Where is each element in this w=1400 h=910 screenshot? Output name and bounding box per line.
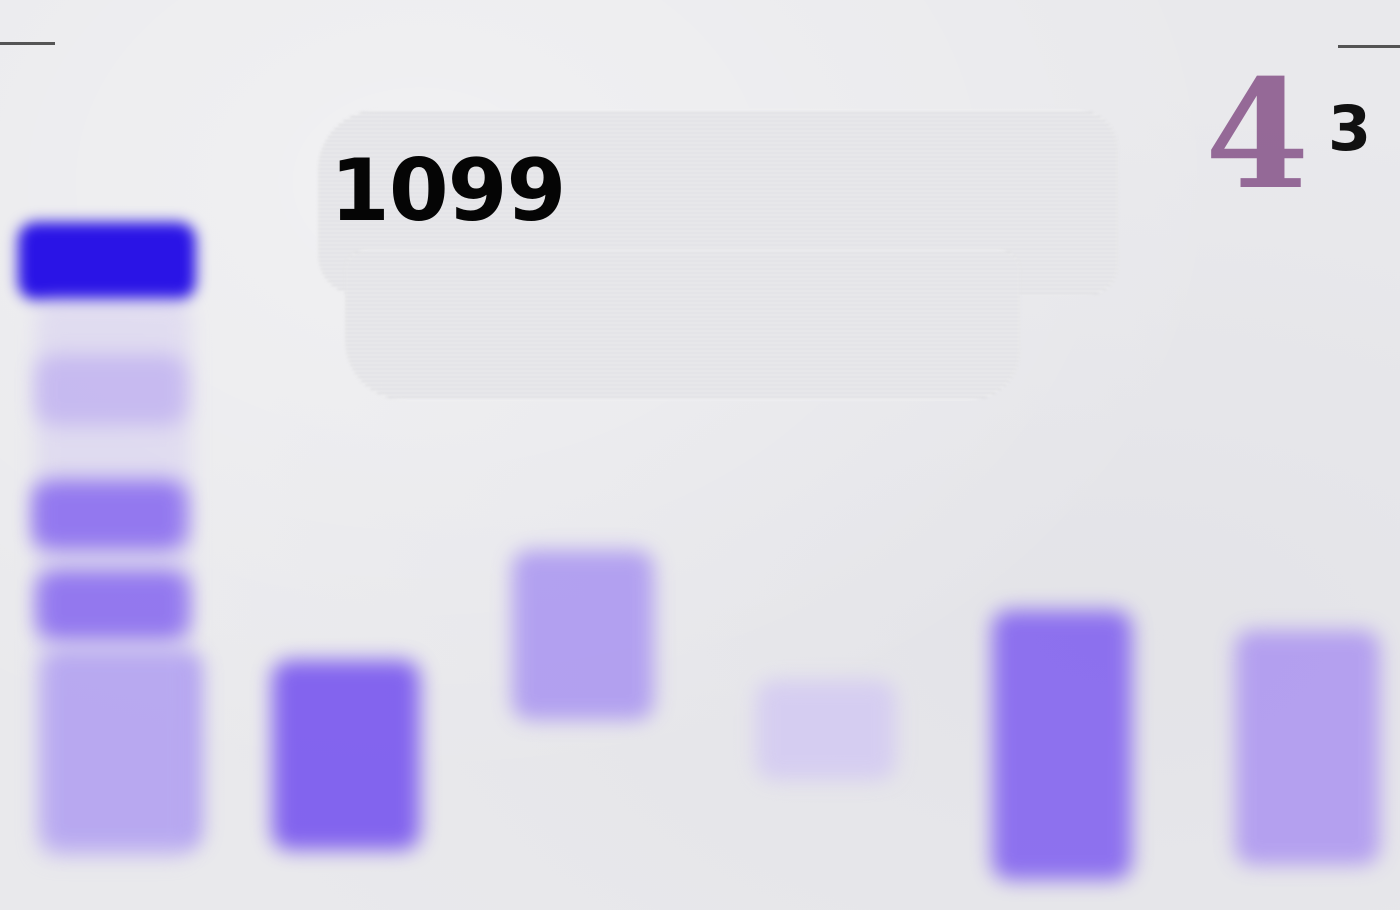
- lane-1-band-top: [18, 222, 196, 300]
- lane-1-background-streak: [36, 300, 191, 860]
- gel-subnumber-label: 3: [1328, 92, 1372, 165]
- redaction-smear-lower: [345, 250, 1020, 400]
- lane-1-band-mid: [34, 480, 186, 550]
- sample-id-label: 1099: [330, 141, 566, 241]
- lane-1-band-faint-upper: [36, 355, 186, 425]
- right-registration-mark: [1338, 45, 1400, 48]
- lane-3-band: [512, 550, 654, 720]
- left-registration-mark: [0, 42, 55, 45]
- lane-1-band-lower: [38, 570, 188, 640]
- lane-4-band: [756, 680, 896, 780]
- gel-number-handwritten: 4: [1205, 47, 1310, 223]
- lane-2-band: [272, 660, 420, 850]
- lane-5-band: [992, 610, 1132, 880]
- lane-6-band: [1235, 630, 1380, 865]
- lane-1-band-smear: [42, 650, 202, 850]
